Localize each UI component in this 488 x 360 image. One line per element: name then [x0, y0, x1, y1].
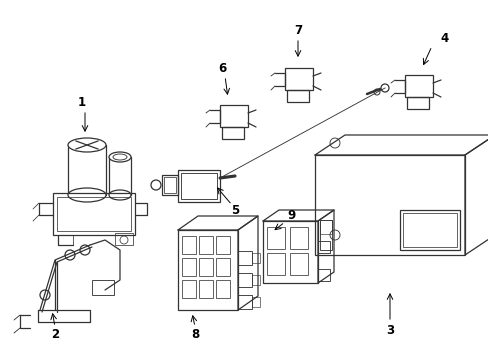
Bar: [285, 68, 312, 90]
Bar: [163, 177, 176, 193]
Text: 1: 1: [78, 95, 86, 108]
Bar: [238, 273, 251, 287]
Text: 4: 4: [440, 32, 448, 45]
Bar: [317, 269, 329, 281]
Bar: [182, 236, 196, 254]
Text: 2: 2: [51, 328, 59, 342]
Bar: [220, 105, 247, 127]
Bar: [238, 295, 251, 309]
Bar: [115, 233, 133, 245]
Ellipse shape: [109, 190, 131, 200]
Bar: [182, 280, 196, 298]
Bar: [178, 170, 220, 202]
Bar: [404, 75, 432, 97]
Bar: [182, 258, 196, 276]
Bar: [216, 280, 229, 298]
Bar: [251, 253, 260, 263]
Text: 3: 3: [385, 324, 393, 337]
Bar: [58, 235, 73, 245]
Bar: [399, 210, 459, 250]
Text: 8: 8: [190, 328, 199, 342]
Bar: [199, 258, 213, 276]
Bar: [286, 90, 308, 102]
Bar: [289, 227, 307, 249]
Bar: [216, 236, 229, 254]
Bar: [181, 173, 217, 199]
Bar: [317, 241, 329, 253]
Text: 6: 6: [218, 62, 225, 75]
Ellipse shape: [109, 152, 131, 162]
Text: 5: 5: [230, 203, 239, 216]
Bar: [266, 227, 285, 249]
Bar: [319, 220, 331, 234]
Text: 7: 7: [293, 23, 302, 36]
Bar: [216, 258, 229, 276]
Bar: [263, 221, 317, 283]
Bar: [402, 213, 456, 247]
Ellipse shape: [68, 138, 106, 152]
Bar: [406, 97, 428, 109]
Bar: [222, 127, 244, 139]
Bar: [162, 175, 178, 195]
Text: 9: 9: [287, 208, 296, 221]
Bar: [68, 145, 106, 195]
Bar: [199, 236, 213, 254]
Ellipse shape: [68, 188, 106, 202]
Bar: [314, 155, 464, 255]
Bar: [178, 230, 238, 310]
Bar: [53, 193, 135, 235]
Bar: [266, 253, 285, 275]
Bar: [251, 275, 260, 285]
Bar: [199, 280, 213, 298]
Bar: [92, 280, 114, 295]
Bar: [238, 251, 251, 265]
Bar: [57, 197, 131, 231]
Bar: [251, 297, 260, 307]
Bar: [319, 220, 331, 250]
Bar: [109, 157, 131, 195]
Bar: [289, 253, 307, 275]
